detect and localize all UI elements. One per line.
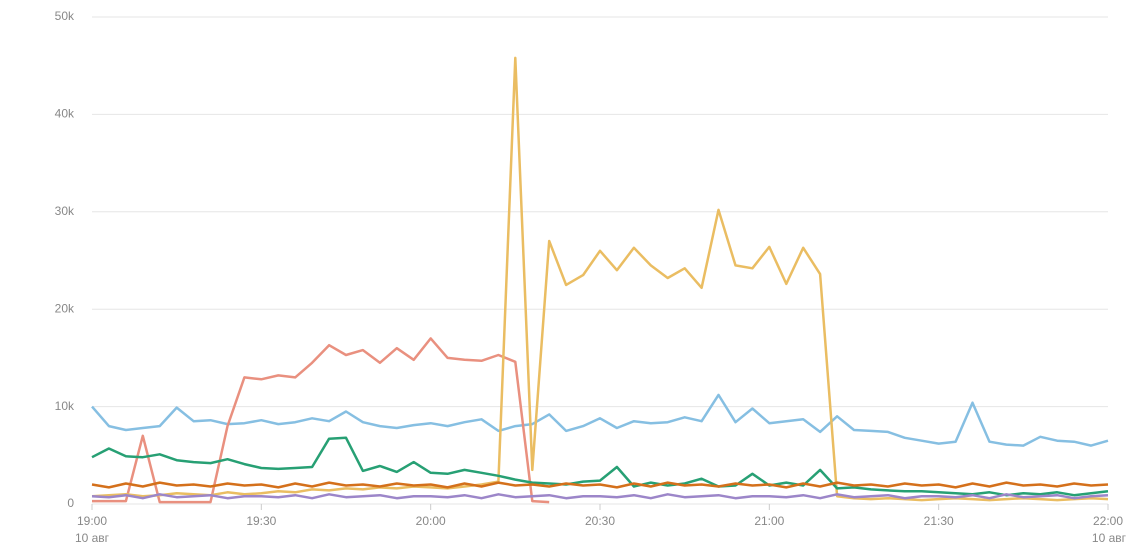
y-tick-label: 10k [55, 399, 75, 413]
x-tick-label: 21:00 [754, 514, 784, 528]
series-line [91, 481, 1109, 489]
x-tick-label: 19:00 [77, 514, 107, 528]
y-tick-label: 30k [55, 204, 75, 218]
series-line [91, 493, 1109, 500]
series-line [91, 56, 1109, 502]
series-line [91, 436, 1109, 497]
x-date-label: 10 авг [75, 531, 110, 545]
y-tick-label: 40k [55, 107, 75, 121]
y-tick-label: 50k [55, 9, 75, 23]
y-tick-label: 0 [67, 496, 74, 510]
x-date-label: 10 авг [1092, 531, 1127, 545]
series-line [92, 337, 550, 504]
x-tick-label: 20:00 [416, 514, 446, 528]
x-tick-label: 21:30 [924, 514, 954, 528]
y-tick-label: 20k [55, 301, 75, 315]
x-tick-label: 20:30 [585, 514, 615, 528]
series-line [91, 393, 1109, 447]
x-tick-label: 19:30 [246, 514, 276, 528]
x-tick-label: 22:00 [1093, 514, 1123, 528]
